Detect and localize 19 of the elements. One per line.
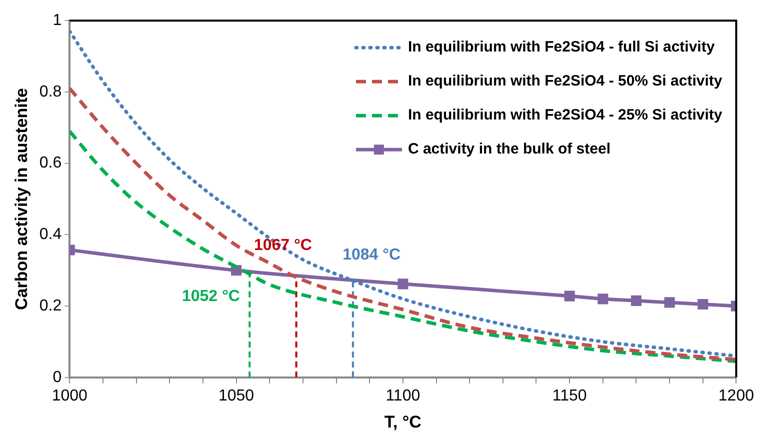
y-tick-label: 0.4 [39, 226, 62, 244]
x-tick-label: 1150 [552, 387, 587, 404]
x-tick-label: 1100 [386, 387, 420, 404]
legend-label: C activity in the bulk of steel [408, 140, 611, 158]
x-tick-label: 1000 [52, 387, 88, 404]
y-axis-title: Carbon activity in austenite [12, 88, 31, 310]
y-tick-label: 0.8 [39, 83, 62, 100]
annotation: 1052 °C [182, 288, 240, 305]
y-tick-label: 0.2 [39, 297, 62, 314]
y-tick-label: 0 [52, 368, 62, 386]
legend-label: In equilibrium with Fe2SiO4 - 25% Si activity [408, 106, 723, 124]
y-tick-label: 1 [52, 12, 62, 30]
annotation: 1084 °C [342, 246, 402, 264]
x-tick-label: 1050 [218, 387, 254, 404]
x-axis-title: T, °C [384, 412, 422, 432]
x-tick-label: 1200 [718, 387, 754, 404]
legend-label: In equilibrium with Fe2SiO4 - full Si activity [408, 38, 716, 56]
y-tick-label: 0.6 [39, 154, 62, 172]
legend-label: In equilibrium with Fe2SiO4 - 50% Si activity [408, 72, 723, 90]
